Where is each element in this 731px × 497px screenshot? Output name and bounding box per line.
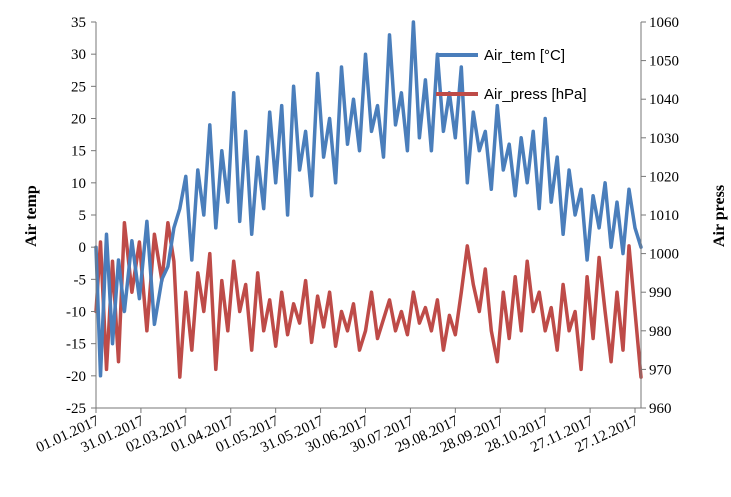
y-tick-label: 15 bbox=[71, 144, 86, 160]
y-tick-label: 35 bbox=[71, 15, 86, 31]
y-tick-label: -15 bbox=[66, 337, 86, 353]
series-line-1 bbox=[94, 220, 643, 379]
legend-label-air-temp: Air_tem [°C] bbox=[484, 47, 565, 64]
plot-lines bbox=[94, 20, 643, 379]
axes bbox=[91, 21, 646, 413]
y2-tick-label: 1030 bbox=[649, 131, 679, 147]
y-tick-label: 30 bbox=[71, 47, 86, 63]
y2-tick-label: 1050 bbox=[649, 54, 679, 70]
legend-label-air-press: Air_press [hPa] bbox=[484, 86, 587, 103]
y-tick-label: -5 bbox=[74, 272, 87, 288]
y-axis-title: Air temp bbox=[23, 185, 40, 247]
y2-axis-title: Air press bbox=[711, 185, 728, 247]
y2-tick-label: 960 bbox=[649, 401, 672, 417]
y-tick-label: -10 bbox=[66, 305, 86, 321]
y2-tick-label: 1000 bbox=[649, 247, 679, 263]
y-tick-label: 5 bbox=[79, 208, 87, 224]
y2-tick-label: 1020 bbox=[649, 169, 679, 185]
y-tick-label: 0 bbox=[79, 240, 87, 256]
series-line-0 bbox=[94, 20, 643, 378]
y2-tick-label: 1060 bbox=[649, 15, 679, 31]
y2-tick-label: 980 bbox=[649, 324, 672, 340]
y-tick-label: -20 bbox=[66, 369, 86, 385]
tick-labels: 35302520151050-5-10-15-20-25106010501040… bbox=[34, 15, 679, 456]
y-tick-label: 25 bbox=[71, 79, 86, 95]
y2-tick-label: 1010 bbox=[649, 208, 679, 224]
y2-tick-label: 970 bbox=[649, 362, 672, 378]
y2-tick-label: 1040 bbox=[649, 92, 679, 108]
y-tick-label: 10 bbox=[71, 176, 86, 192]
y2-tick-label: 990 bbox=[649, 285, 672, 301]
legend: Air_tem [°C] Air_press [hPa] bbox=[436, 47, 587, 103]
y-tick-label: -25 bbox=[66, 401, 86, 417]
y-tick-label: 20 bbox=[71, 112, 86, 128]
